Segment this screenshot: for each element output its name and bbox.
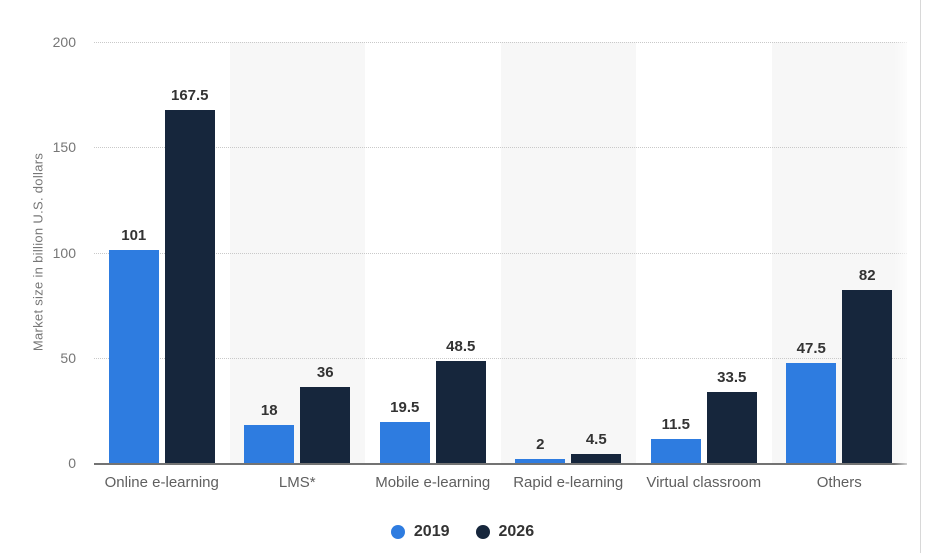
bar-value-label: 19.5 bbox=[390, 398, 420, 416]
plot-area: 101 167.5 18 36 19.5 48.5 2 4.5 11.5 33.5 47.5 82 bbox=[94, 42, 907, 465]
bar-2026 bbox=[842, 290, 893, 463]
gridline bbox=[94, 252, 907, 254]
y-tick-label: 50 bbox=[60, 349, 76, 366]
category-column: 18 36 bbox=[230, 42, 366, 463]
right-fade bbox=[894, 0, 920, 553]
bar-2026 bbox=[300, 387, 351, 463]
x-category-label: LMS* bbox=[278, 474, 316, 491]
bar-2026 bbox=[435, 360, 486, 463]
gridline bbox=[94, 357, 907, 359]
x-axis-labels: Online e-learning LMS* Mobile e-learning Ra… bbox=[94, 474, 907, 491]
bar-2026 bbox=[706, 392, 757, 463]
bar-2026 bbox=[571, 453, 622, 463]
bar-value-label: 82 bbox=[858, 267, 876, 285]
legend-label: 2026 bbox=[498, 523, 535, 540]
bar-value-label: 101 bbox=[121, 227, 147, 245]
right-divider-line bbox=[920, 0, 921, 553]
category-column: 11.5 33.5 bbox=[636, 42, 772, 463]
bar-2019 bbox=[786, 363, 837, 463]
gridline bbox=[94, 42, 907, 43]
bar-2019 bbox=[379, 421, 430, 463]
bar-value-label: 33.5 bbox=[717, 369, 747, 387]
x-category-label: Others bbox=[816, 474, 862, 491]
x-category-label: Virtual classroom bbox=[646, 474, 762, 491]
y-tick-label: 150 bbox=[52, 139, 76, 156]
bar-2019 bbox=[650, 438, 701, 463]
bar-value-label: 4.5 bbox=[585, 430, 607, 448]
bar-value-label: 2 bbox=[536, 435, 545, 453]
bar-value-label: 47.5 bbox=[796, 340, 826, 358]
x-category-label: Online e-learning bbox=[104, 474, 219, 491]
bar-value-label: 36 bbox=[316, 364, 334, 382]
bar-2019 bbox=[244, 425, 295, 463]
bar-value-label: 48.5 bbox=[446, 337, 476, 355]
y-tick-label: 100 bbox=[52, 244, 76, 261]
bar-2019 bbox=[108, 250, 159, 463]
legend-item-2019: 2019 bbox=[390, 523, 450, 541]
category-column: 2 4.5 bbox=[501, 42, 637, 463]
category-column: 101 167.5 bbox=[94, 42, 230, 463]
gridline bbox=[94, 147, 907, 149]
bar-value-label: 18 bbox=[260, 402, 278, 420]
legend-dot-icon bbox=[390, 525, 405, 539]
legend-dot-icon bbox=[475, 525, 490, 539]
legend-item-2026: 2026 bbox=[475, 523, 535, 541]
category-column: 19.5 48.5 bbox=[365, 42, 501, 463]
legend: 2019 2026 bbox=[0, 523, 925, 541]
legend-label: 2019 bbox=[413, 523, 450, 540]
y-tick-label: 0 bbox=[68, 455, 76, 471]
bar-value-label: 167.5 bbox=[170, 87, 209, 105]
x-category-label: Mobile e-learning bbox=[375, 474, 491, 491]
bar-2026 bbox=[164, 110, 215, 463]
x-category-label: Rapid e-learning bbox=[513, 474, 624, 491]
bar-2019 bbox=[515, 458, 566, 463]
category-column: 47.5 82 bbox=[772, 42, 908, 463]
y-tick-label: 200 bbox=[52, 34, 76, 50]
bar-value-label: 11.5 bbox=[661, 415, 690, 433]
